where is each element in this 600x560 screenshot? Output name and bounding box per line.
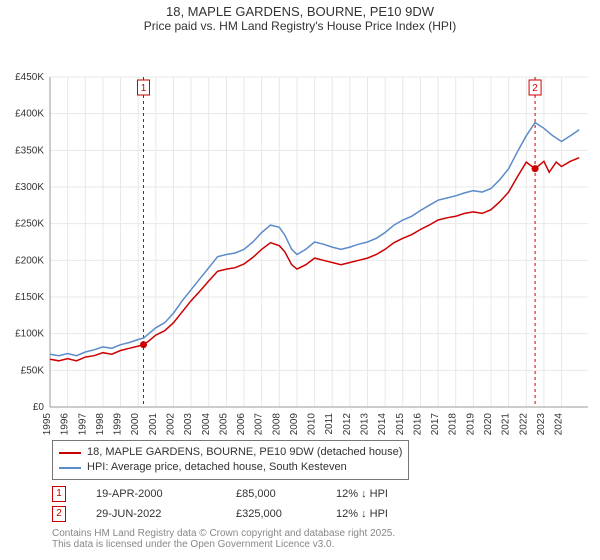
sales-table: 1 19-APR-2000 £85,000 12% ↓ HPI 2 29-JUN-2022… [52,484,426,524]
sale-date: 19-APR-2000 [96,488,206,500]
x-axis-label: 2008 [271,413,282,436]
x-axis-label: 2001 [148,413,159,436]
y-axis-label: £50K [21,365,45,376]
x-axis-label: 1996 [60,413,71,436]
x-axis-label: 2011 [324,413,335,435]
x-axis-label: 2024 [554,413,565,436]
legend-swatch [59,467,81,469]
x-axis-label: 2017 [430,413,441,436]
x-axis-label: 2013 [360,413,371,436]
x-axis-label: 2012 [342,413,353,436]
svg-text:2: 2 [532,83,538,94]
x-axis-label: 2007 [254,413,265,436]
legend-swatch [59,452,81,454]
chart-title-line2: Price paid vs. HM Land Registry's House … [0,19,600,37]
line-chart: £0 £50K £100K £150K £200K £250K £300K £350K £400… [0,37,600,439]
y-axis-label: £100K [15,329,44,340]
x-axis-label: 1995 [42,413,53,436]
x-axis-label: 2002 [165,413,176,436]
sale-price: £325,000 [236,508,306,520]
sales-row: 1 19-APR-2000 £85,000 12% ↓ HPI [52,484,426,504]
x-axis-label: 2021 [501,413,512,436]
x-axis-label: 2000 [130,413,141,436]
x-axis-label: 2009 [289,413,300,436]
x-axis-label: 2015 [395,413,406,436]
sales-row: 2 29-JUN-2022 £325,000 12% ↓ HPI [52,504,426,524]
x-axis-label: 2022 [518,413,529,436]
legend: 18, MAPLE GARDENS, BOURNE, PE10 9DW (det… [52,440,409,480]
sale-badge: 2 [52,506,66,522]
x-axis-label: 2018 [448,413,459,436]
x-axis-label: 2016 [412,413,423,436]
x-axis-label: 2005 [218,413,229,436]
footer-line2: This data is licensed under the Open Gov… [52,539,395,550]
x-axis-label: 1999 [113,413,124,436]
y-axis-label: £0 [33,402,45,413]
footer-line1: Contains HM Land Registry data © Crown c… [52,528,395,539]
x-axis-label: 1997 [77,413,88,436]
y-axis-label: £150K [15,292,44,303]
x-axis-label: 2004 [201,413,212,436]
sale-date: 29-JUN-2022 [96,508,206,520]
chart-container: 18, MAPLE GARDENS, BOURNE, PE10 9DW Pric… [0,0,600,560]
svg-text:1: 1 [141,83,147,94]
chart-title-line1: 18, MAPLE GARDENS, BOURNE, PE10 9DW [0,0,600,19]
y-axis-label: £400K [15,109,44,120]
x-axis-label: 2023 [536,413,547,436]
x-axis-label: 2020 [483,413,494,436]
legend-row: 18, MAPLE GARDENS, BOURNE, PE10 9DW (det… [59,445,402,460]
sale-diff: 12% ↓ HPI [336,508,426,520]
y-axis-label: £450K [15,72,44,83]
legend-label: HPI: Average price, detached house, Sout… [87,460,347,475]
y-axis-label: £250K [15,219,44,230]
x-axis-label: 1998 [95,413,106,436]
y-axis-label: £200K [15,255,44,266]
y-axis-label: £300K [15,182,44,193]
sale-diff: 12% ↓ HPI [336,488,426,500]
y-axis-label: £350K [15,145,44,156]
sale-price: £85,000 [236,488,306,500]
footer-attribution: Contains HM Land Registry data © Crown c… [52,528,395,550]
legend-row: HPI: Average price, detached house, Sout… [59,460,402,475]
legend-label: 18, MAPLE GARDENS, BOURNE, PE10 9DW (det… [87,445,402,460]
x-axis-label: 2006 [236,413,247,436]
x-axis-label: 2014 [377,413,388,436]
sale-badge: 1 [52,486,66,502]
x-axis-label: 2010 [307,413,318,436]
x-axis-label: 2019 [465,413,476,436]
x-axis-label: 2003 [183,413,194,436]
